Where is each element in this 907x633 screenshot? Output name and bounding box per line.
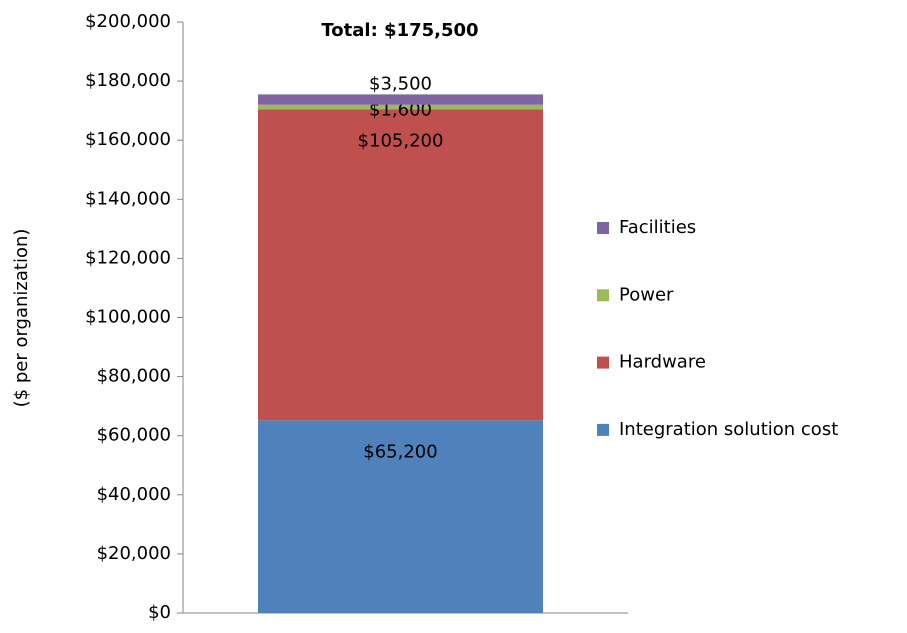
y-tick-label: $100,000 [85, 307, 171, 328]
y-tick-label: $20,000 [97, 543, 171, 564]
y-tick-label: $0 [148, 602, 171, 623]
data-label: $105,200 [358, 130, 444, 151]
y-tick-label: $120,000 [85, 247, 171, 268]
legend-label: Power [619, 284, 674, 305]
bar-segment [258, 109, 543, 421]
y-tick-label: $160,000 [85, 129, 171, 150]
y-tick-label: $80,000 [97, 366, 171, 387]
y-tick-label: $140,000 [85, 188, 171, 209]
legend-label: Integration solution cost [619, 419, 838, 440]
data-label: $65,200 [363, 441, 437, 462]
y-tick-label: $40,000 [97, 484, 171, 505]
data-label: $3,500 [369, 73, 432, 94]
y-tick-label: $60,000 [97, 425, 171, 446]
y-axis-label: ($ per organization) [11, 229, 32, 408]
legend-label: Hardware [619, 352, 706, 373]
legend-swatch [597, 356, 609, 369]
y-tick-label: $180,000 [85, 70, 171, 91]
bar-segment [258, 104, 543, 110]
bar-segment [258, 420, 543, 613]
data-label: $1,600 [369, 100, 432, 121]
legend-swatch [597, 289, 609, 302]
total-annotation: Total: $175,500 [321, 20, 478, 41]
legend-label: Facilities [619, 217, 696, 238]
legend-swatch [597, 423, 609, 436]
y-tick-label: $200,000 [85, 11, 171, 32]
bar-segment [258, 94, 543, 105]
legend-swatch [597, 222, 609, 234]
